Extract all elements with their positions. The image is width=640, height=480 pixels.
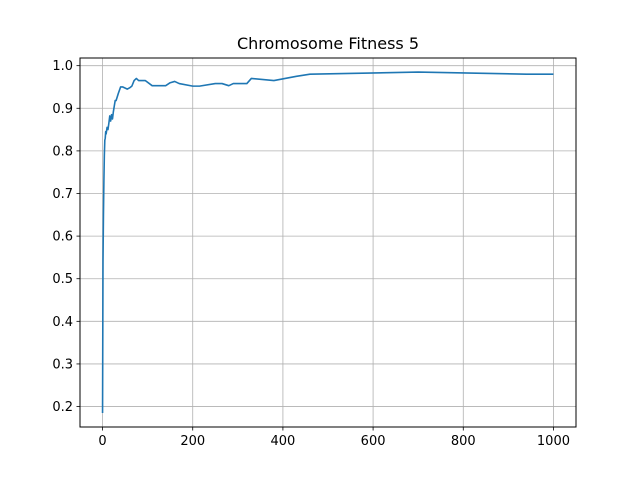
x-tick-label: 400 xyxy=(270,434,295,449)
y-tick-label: 0.6 xyxy=(52,230,73,245)
chart-title: Chromosome Fitness 5 xyxy=(237,34,419,53)
x-tick-label: 0 xyxy=(98,434,106,449)
x-tick-label: 1000 xyxy=(537,434,570,449)
y-tick-label: 1.0 xyxy=(52,59,73,74)
axis-ticks: 0 200 400 600 800 1000 0.2 0.3 0.4 0.5 0.6 0.7 0.8 0.… xyxy=(52,59,570,449)
grid xyxy=(80,58,576,427)
y-tick-label: 0.5 xyxy=(52,272,73,287)
x-tick-label: 200 xyxy=(180,434,205,449)
y-tick-label: 0.8 xyxy=(52,144,73,159)
y-tick-label: 0.7 xyxy=(52,187,73,202)
x-tick-label: 600 xyxy=(361,434,386,449)
y-tick-label: 0.9 xyxy=(52,102,73,117)
y-tick-label: 0.4 xyxy=(52,315,73,330)
series-layer xyxy=(101,71,554,413)
x-tick-label: 800 xyxy=(451,434,476,449)
series-line xyxy=(101,71,554,413)
plot-frame xyxy=(79,57,577,428)
y-tick-label: 0.2 xyxy=(52,400,73,415)
y-tick-label: 0.3 xyxy=(52,357,73,372)
